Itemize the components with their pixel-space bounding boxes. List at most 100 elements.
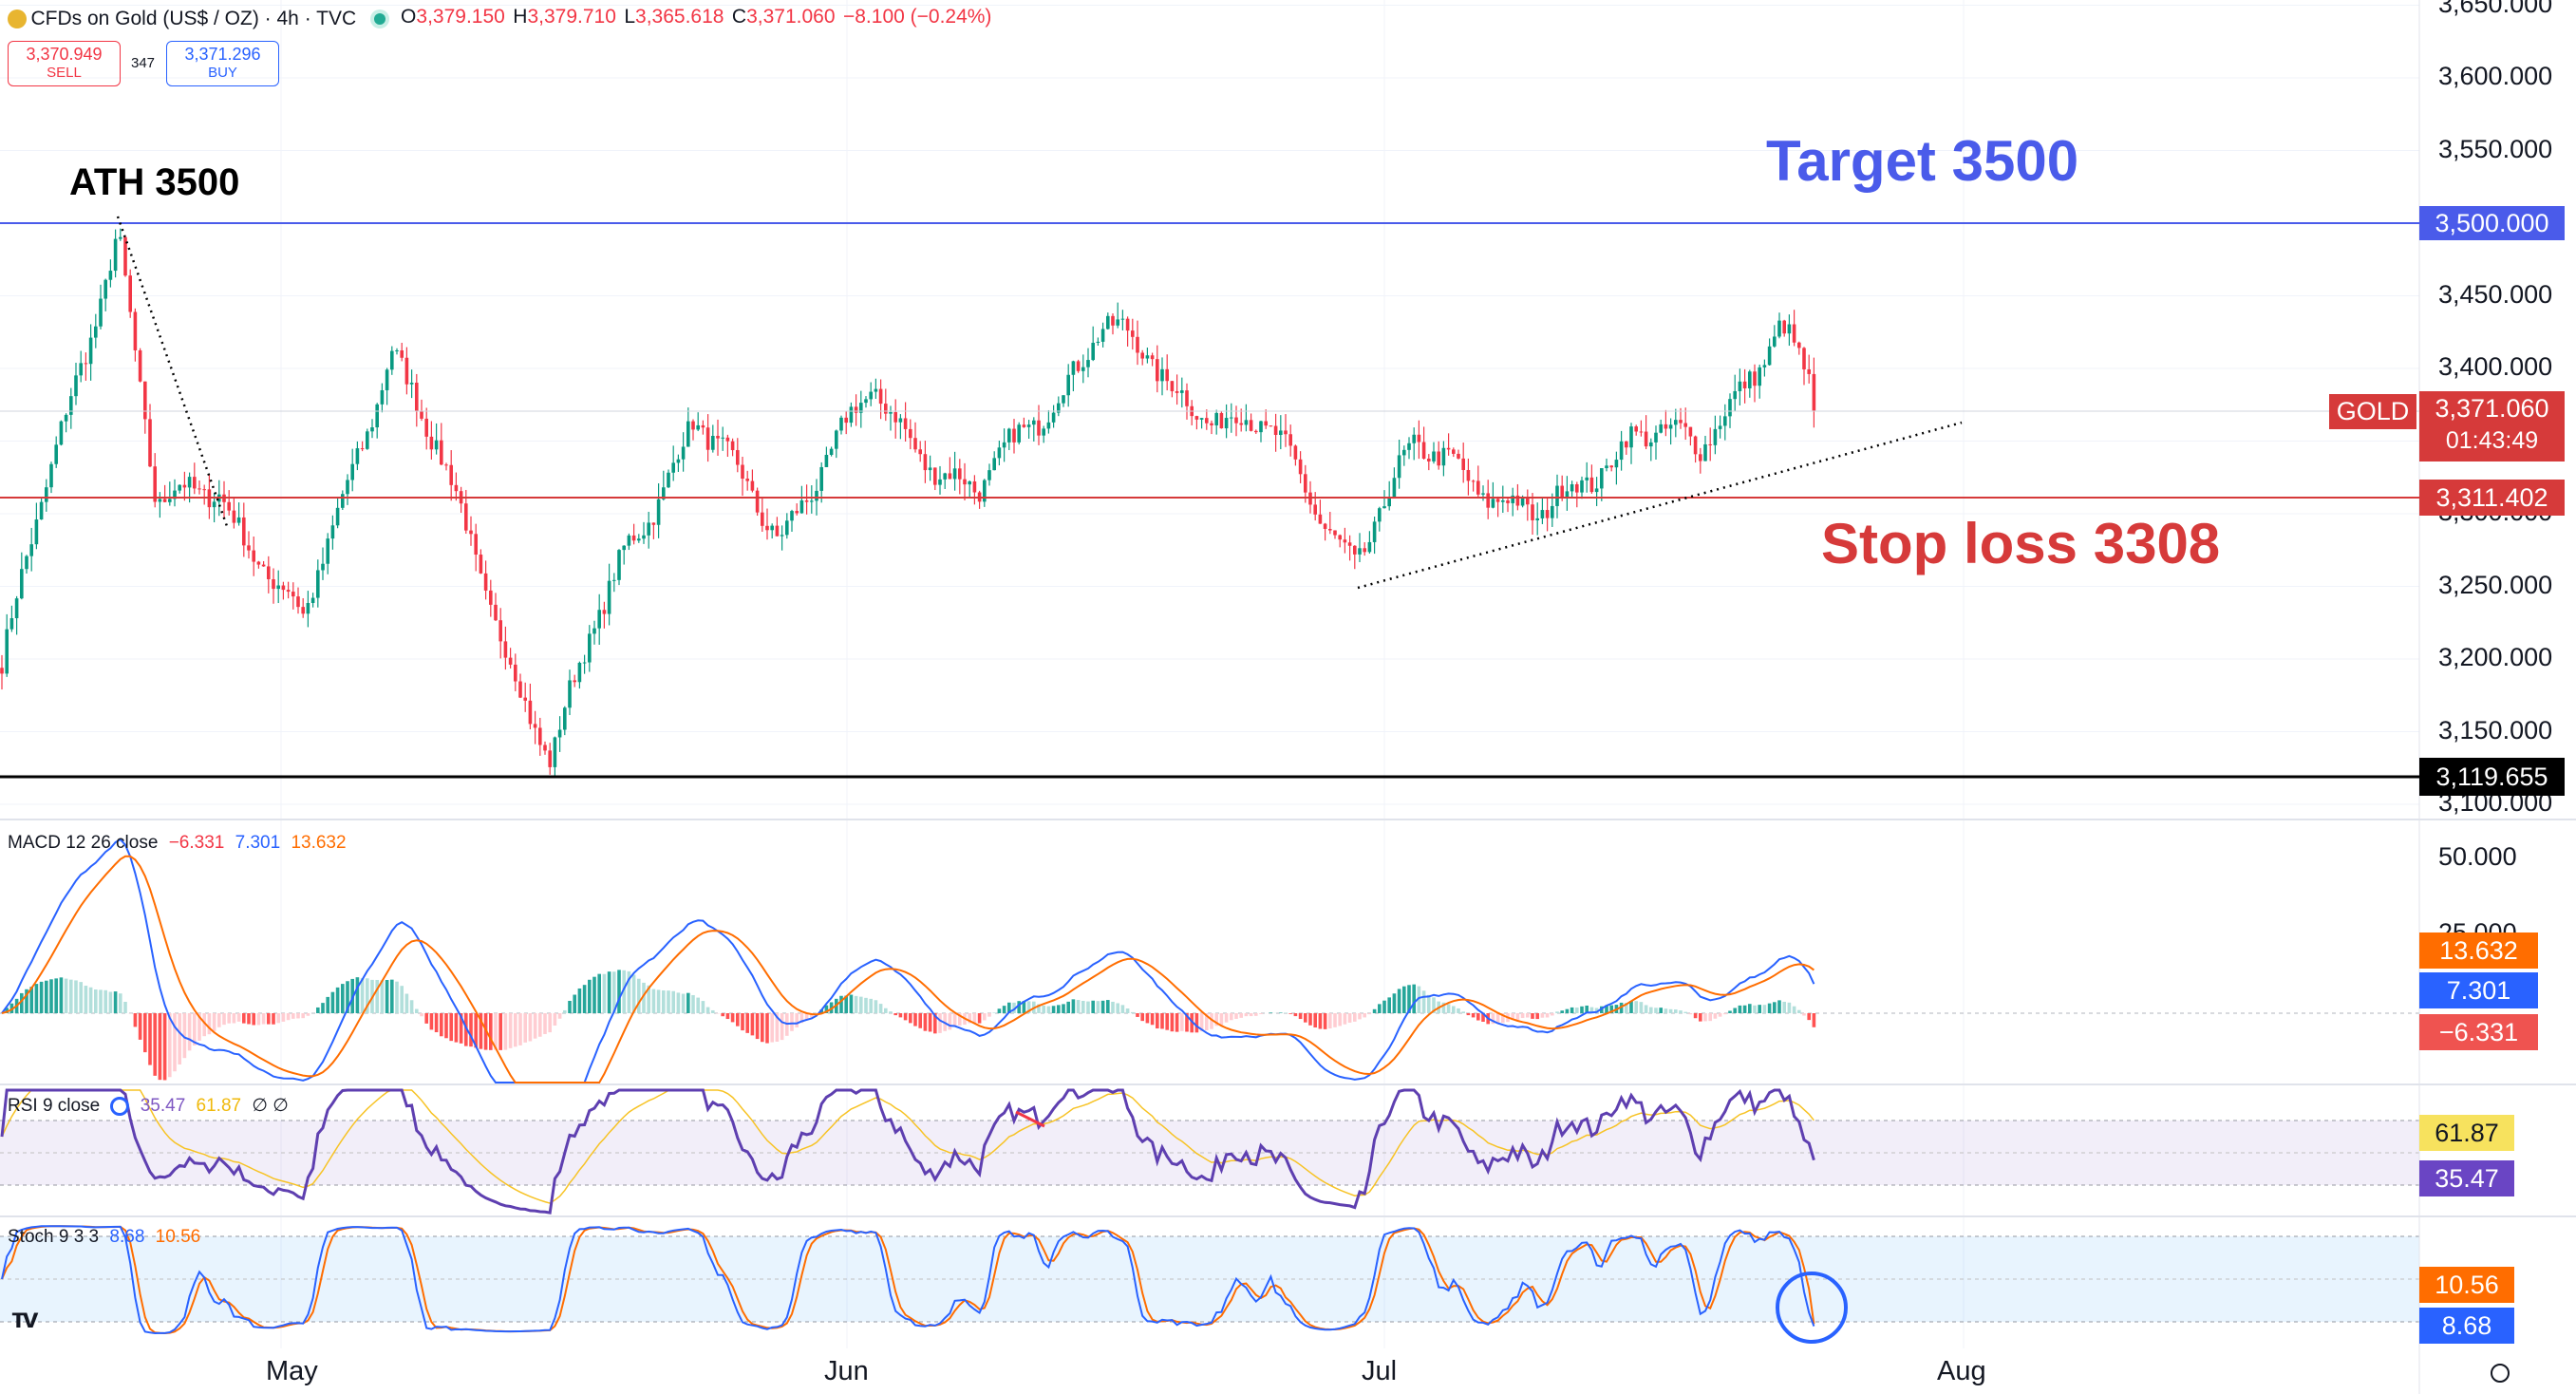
candle <box>1254 429 1258 434</box>
candle-body <box>1378 508 1382 522</box>
rsi-divergence-mark <box>1015 1110 1045 1128</box>
macd-hist-bar <box>563 1009 567 1013</box>
candle <box>839 415 843 435</box>
candle <box>1688 426 1693 446</box>
macd-hist-bar <box>631 974 636 1013</box>
candle <box>824 446 829 467</box>
macd-hist-bar <box>997 1008 1002 1013</box>
candle <box>1367 531 1372 554</box>
time-label-may: May <box>266 1356 318 1386</box>
candle <box>1634 424 1638 436</box>
macd-hist-bar <box>1234 1013 1238 1019</box>
macd-hist-bar <box>1540 1013 1545 1018</box>
candle-body <box>557 729 562 738</box>
candle <box>64 413 68 433</box>
ath-annotation[interactable]: ATH 3500 <box>69 161 240 203</box>
candle <box>651 522 656 539</box>
candle-body <box>815 490 818 501</box>
target-annotation[interactable]: Target 3500 <box>1766 129 2079 193</box>
candle-body <box>1234 417 1238 424</box>
macd-hist-bar <box>316 1007 320 1013</box>
candle-body <box>1738 381 1742 391</box>
candle <box>404 347 409 395</box>
macd-hist-bar <box>1664 1008 1668 1013</box>
ath-downtrend-line[interactable] <box>116 216 230 530</box>
macd-hist-bar <box>1318 1013 1323 1029</box>
candle <box>617 549 621 586</box>
macd-hist-bar <box>20 992 24 1013</box>
candle <box>705 414 710 462</box>
candle-body <box>711 436 715 450</box>
macd-hist-bar <box>958 1013 962 1026</box>
spread-value: 347 <box>131 55 156 71</box>
axis-settings-icon[interactable] <box>2491 1364 2510 1383</box>
macd-hist-bar <box>1111 1001 1115 1013</box>
candle-body <box>933 467 937 485</box>
candle <box>1713 415 1718 455</box>
candle <box>928 455 932 481</box>
candle <box>434 423 439 455</box>
price-tick-label: 3,250.000 <box>2438 570 2553 599</box>
candle <box>1639 420 1644 437</box>
stop-loss-annotation[interactable]: Stop loss 3308 <box>1821 512 2221 575</box>
candle-body <box>1742 381 1747 388</box>
macd-hist-bar <box>1570 1007 1574 1013</box>
macd-hist-bar <box>1535 1013 1539 1020</box>
symbol-title[interactable]: CFDs on Gold (US$ / OZ) · 4h · TVC <box>30 7 357 29</box>
candle <box>968 480 971 498</box>
macd-hist-bar <box>765 1013 769 1044</box>
macd-hist-bar <box>1244 1013 1249 1017</box>
macd-hist-bar <box>977 1013 982 1024</box>
macd-hist-bar <box>272 1013 275 1025</box>
candle-body <box>236 517 241 523</box>
rsi-settings-icon[interactable] <box>110 1096 130 1116</box>
tradingview-logo[interactable]: ᴛᴠ <box>11 1303 38 1334</box>
candle-body <box>1782 320 1786 334</box>
candle-body <box>523 697 527 701</box>
candle-body <box>494 604 498 621</box>
support-trendline[interactable] <box>1357 421 1963 590</box>
candle-body <box>366 431 369 449</box>
candle <box>1328 511 1332 535</box>
macd-legend[interactable]: MACD 12 26 close −6.331 7.301 13.632 <box>8 833 347 854</box>
rsi-legend[interactable]: RSI 9 close 35.47 61.87 ∅ ∅ <box>8 1095 289 1117</box>
candle <box>750 469 755 493</box>
macd-hist-bar <box>1565 1008 1570 1013</box>
candle <box>1032 417 1036 442</box>
candle-body <box>1111 315 1115 326</box>
macd-hist-bar <box>588 979 592 1013</box>
candle-body <box>1555 485 1559 506</box>
sell-button[interactable]: 3,370.949 SELL <box>8 41 121 86</box>
macd-hist-bar <box>972 1013 977 1024</box>
rsi-ma-label: 61.87 <box>2419 1115 2514 1151</box>
candle-body <box>952 468 957 480</box>
macd-hist-bar <box>533 1013 537 1039</box>
macd-hist-bar <box>1298 1013 1303 1020</box>
stoch-legend[interactable]: Stoch 9 3 3 8.68 10.56 <box>8 1227 200 1248</box>
macd-hist-bar <box>884 1008 888 1013</box>
macd-signal-label: 13.632 <box>2419 932 2538 969</box>
macd-hist-bar <box>256 1013 261 1026</box>
macd-hist-bar <box>770 1013 774 1043</box>
candle-body <box>138 349 142 382</box>
macd-hist-bar <box>232 1013 236 1024</box>
candle-body <box>1131 330 1135 337</box>
candle-body <box>1441 447 1446 466</box>
candle-body <box>1254 430 1258 433</box>
candle-body <box>686 421 690 447</box>
candle <box>1392 467 1397 499</box>
candle <box>1585 462 1589 493</box>
buy-button[interactable]: 3,371.296 BUY <box>166 41 279 86</box>
macd-hist-bar <box>1259 1013 1263 1014</box>
macd-hist-bar <box>1495 1013 1500 1024</box>
macd-hist-bar <box>1412 984 1416 1013</box>
candle-body <box>824 455 829 467</box>
candle-body <box>1758 367 1761 386</box>
candle-body <box>469 530 473 535</box>
macd-hist-bar <box>869 998 873 1013</box>
candle <box>523 682 527 712</box>
macd-hist-bar <box>1214 1013 1218 1027</box>
candle-body <box>474 534 478 556</box>
macd-hist-bar <box>1708 1013 1712 1022</box>
